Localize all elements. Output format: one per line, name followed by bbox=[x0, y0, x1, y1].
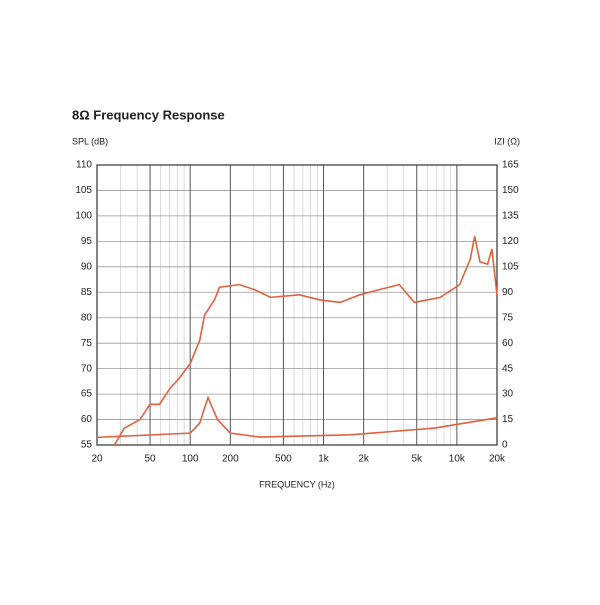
y2-axis-label: IZI (Ω) bbox=[494, 136, 520, 146]
y2-tick-label: 45 bbox=[502, 363, 514, 374]
x-tick-label: 500 bbox=[275, 454, 292, 465]
y-tick-label: 95 bbox=[81, 236, 93, 247]
y2-tick-label: 105 bbox=[502, 261, 519, 272]
series-line bbox=[96, 395, 498, 439]
y-tick-label: 85 bbox=[81, 287, 93, 298]
x-tick-label: 50 bbox=[144, 454, 156, 465]
y2-tick-label: 30 bbox=[502, 389, 514, 400]
y-axis-label: SPL (dB) bbox=[72, 136, 108, 146]
x-tick-label: 20 bbox=[91, 454, 103, 465]
y2-tick-label: 90 bbox=[502, 287, 514, 298]
y2-tick-label: 75 bbox=[502, 312, 514, 323]
y-tick-label: 75 bbox=[81, 338, 93, 349]
y-tick-label: 100 bbox=[75, 211, 92, 222]
x-tick-label: 2k bbox=[358, 454, 370, 465]
x-tick-label: 200 bbox=[222, 454, 239, 465]
y-tick-label: 90 bbox=[81, 261, 93, 272]
y2-tick-label: 60 bbox=[502, 338, 514, 349]
y-tick-label: 70 bbox=[81, 363, 93, 374]
y-tick-label: 60 bbox=[81, 414, 93, 425]
y2-tick-label: 120 bbox=[502, 236, 519, 247]
y2-tick-label: 150 bbox=[502, 185, 519, 196]
y-tick-label: 80 bbox=[81, 312, 93, 323]
y-tick-label: 105 bbox=[75, 185, 92, 196]
y2-tick-label: 165 bbox=[502, 160, 519, 171]
y-tick-label: 110 bbox=[76, 160, 92, 171]
x-tick-label: 1k bbox=[318, 454, 330, 465]
y-tick-label: 65 bbox=[81, 389, 93, 400]
chart-title: 8Ω Frequency Response bbox=[72, 107, 225, 122]
y2-tick-label: 15 bbox=[502, 414, 514, 425]
series-line bbox=[113, 236, 498, 446]
y2-tick-label: 0 bbox=[502, 440, 508, 451]
x-tick-label: 5k bbox=[411, 454, 423, 465]
y-tick-label: 55 bbox=[81, 440, 93, 451]
x-tick-label: 10k bbox=[449, 454, 466, 465]
x-axis-label: FREQUENCY (Hz) bbox=[259, 479, 335, 489]
y2-tick-label: 135 bbox=[502, 211, 519, 222]
x-tick-label: 20k bbox=[489, 454, 506, 465]
x-tick-label: 100 bbox=[182, 454, 199, 465]
plot-frame bbox=[96, 164, 498, 446]
